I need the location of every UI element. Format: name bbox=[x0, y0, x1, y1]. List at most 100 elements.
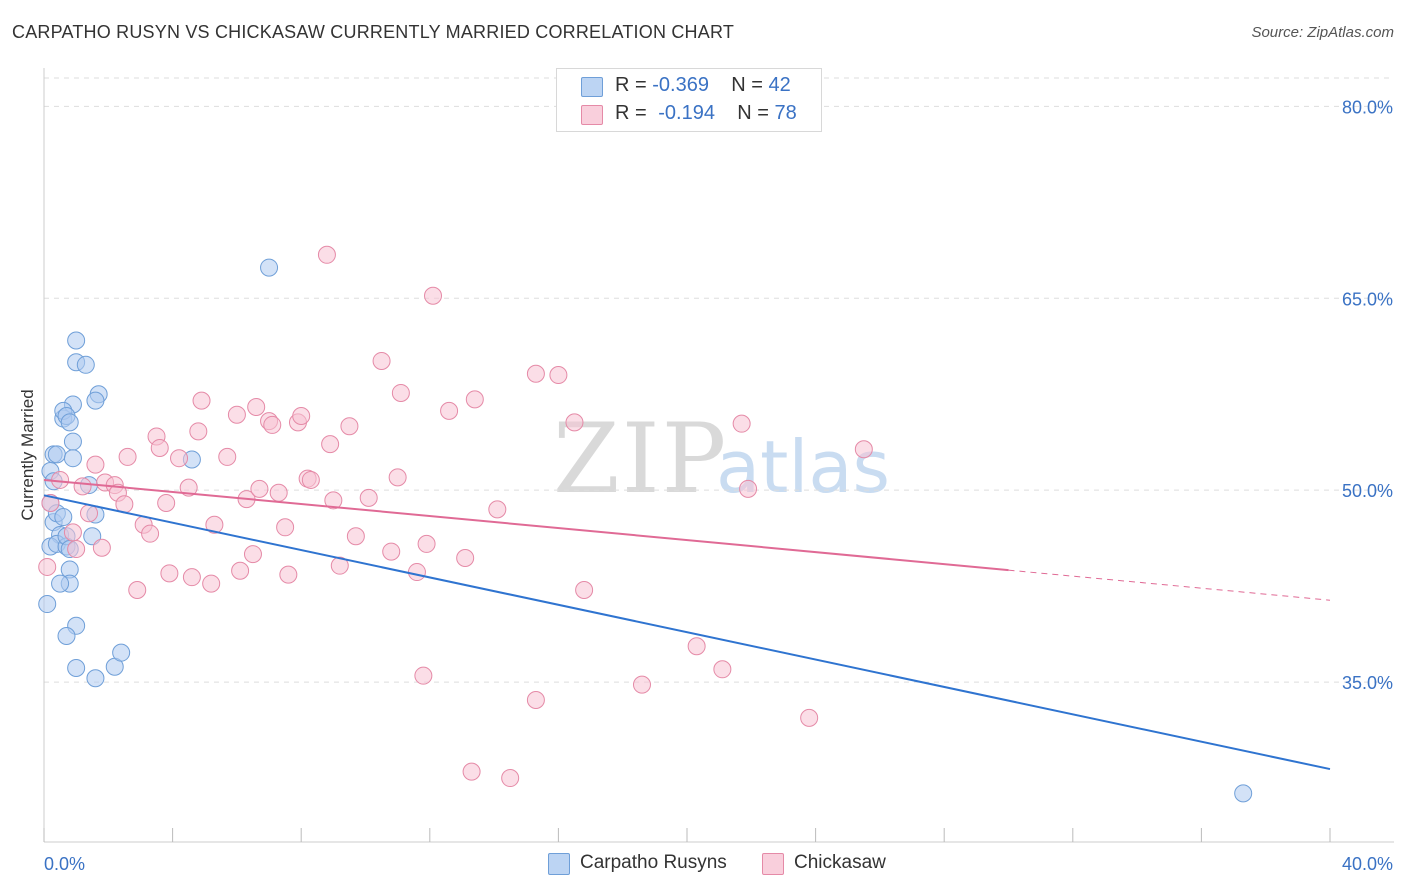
data-point bbox=[456, 548, 475, 567]
data-point bbox=[501, 769, 520, 788]
legend-n-value: 78 bbox=[774, 102, 797, 124]
data-point bbox=[359, 488, 378, 507]
data-point bbox=[526, 690, 545, 709]
legend-r-value: -0.194 bbox=[658, 102, 715, 124]
data-point bbox=[407, 563, 426, 582]
data-point bbox=[51, 574, 70, 593]
data-point bbox=[41, 493, 60, 512]
data-point bbox=[157, 493, 176, 512]
data-point bbox=[38, 557, 57, 576]
data-point bbox=[57, 627, 76, 646]
data-point bbox=[687, 637, 706, 656]
data-point bbox=[218, 447, 237, 466]
bottom-legend-label: Chickasaw bbox=[794, 852, 886, 873]
data-point bbox=[388, 468, 407, 487]
data-point bbox=[800, 708, 819, 727]
legend-n-label: N = bbox=[731, 74, 763, 96]
data-point bbox=[575, 580, 594, 599]
data-point bbox=[263, 415, 282, 434]
data-point bbox=[391, 383, 410, 402]
legend-r-label: R = bbox=[615, 74, 647, 96]
data-point bbox=[549, 366, 568, 385]
watermark-atlas: atlas bbox=[716, 425, 890, 509]
data-point bbox=[713, 660, 732, 679]
data-point bbox=[118, 447, 137, 466]
data-point bbox=[63, 449, 82, 468]
data-point bbox=[247, 398, 266, 417]
y-tick-label: 80.0% bbox=[1342, 97, 1393, 117]
data-point bbox=[462, 762, 481, 781]
data-point bbox=[60, 413, 79, 432]
data-point bbox=[440, 401, 459, 420]
legend-n-value: 42 bbox=[768, 74, 791, 96]
data-point bbox=[227, 405, 246, 424]
data-point bbox=[324, 491, 343, 510]
trend-line-extension bbox=[1008, 569, 1331, 601]
data-point bbox=[243, 545, 262, 564]
data-point bbox=[292, 406, 311, 425]
data-point bbox=[739, 479, 758, 498]
data-point bbox=[301, 470, 320, 489]
data-point bbox=[250, 479, 269, 498]
data-point bbox=[179, 478, 198, 497]
blue-swatch-icon bbox=[581, 77, 603, 97]
data-point bbox=[73, 477, 92, 496]
data-point bbox=[141, 524, 160, 543]
series-chickasaw bbox=[38, 245, 873, 788]
pink-swatch-icon bbox=[762, 853, 784, 875]
data-point bbox=[205, 515, 224, 534]
data-point bbox=[231, 561, 250, 580]
y-tick-label: 65.0% bbox=[1342, 289, 1393, 309]
data-point bbox=[202, 574, 221, 593]
data-point bbox=[1234, 784, 1253, 803]
data-point bbox=[76, 355, 95, 374]
data-point bbox=[86, 455, 105, 474]
data-point bbox=[279, 565, 298, 584]
data-point bbox=[321, 435, 340, 454]
data-point bbox=[67, 659, 86, 678]
data-point bbox=[192, 391, 211, 410]
data-point bbox=[160, 564, 179, 583]
data-point bbox=[732, 414, 751, 433]
data-point bbox=[63, 523, 82, 542]
x-tick-label: 0.0% bbox=[44, 854, 85, 874]
legend-n-label: N = bbox=[737, 102, 769, 124]
data-point bbox=[150, 438, 169, 457]
data-point bbox=[170, 449, 189, 468]
data-point bbox=[488, 500, 507, 519]
data-point bbox=[269, 483, 288, 502]
data-point bbox=[330, 556, 349, 575]
data-point bbox=[112, 643, 131, 662]
data-point bbox=[260, 258, 279, 277]
data-point bbox=[340, 417, 359, 436]
legend-r-label: R = bbox=[615, 102, 647, 124]
data-point bbox=[382, 542, 401, 561]
trend-line bbox=[43, 478, 1009, 572]
x-tick-label: 40.0% bbox=[1342, 854, 1393, 874]
data-point bbox=[417, 534, 436, 553]
data-point bbox=[67, 540, 86, 559]
data-point bbox=[63, 432, 82, 451]
legend-r-value: -0.369 bbox=[652, 74, 709, 96]
data-point bbox=[86, 391, 105, 410]
data-point bbox=[189, 422, 208, 441]
data-point bbox=[86, 669, 105, 688]
data-point bbox=[80, 504, 99, 523]
data-point bbox=[526, 364, 545, 383]
data-point bbox=[54, 508, 73, 527]
data-point bbox=[47, 445, 66, 464]
trend-line bbox=[43, 494, 1331, 771]
data-point bbox=[565, 413, 584, 432]
stats-legend: R = -0.369 N = 42 R = -0.194 N = 78 bbox=[556, 68, 822, 132]
y-tick-label: 50.0% bbox=[1342, 481, 1393, 501]
data-point bbox=[317, 245, 336, 264]
y-tick-label: 35.0% bbox=[1342, 673, 1393, 693]
data-point bbox=[276, 518, 295, 537]
data-point bbox=[38, 595, 57, 614]
blue-swatch-icon bbox=[548, 853, 570, 875]
bottom-legend-label: Carpatho Rusyns bbox=[580, 852, 727, 873]
data-point bbox=[346, 527, 365, 546]
chart-title: CARPATHO RUSYN VS CHICKASAW CURRENTLY MA… bbox=[12, 22, 735, 42]
data-point bbox=[854, 440, 873, 459]
